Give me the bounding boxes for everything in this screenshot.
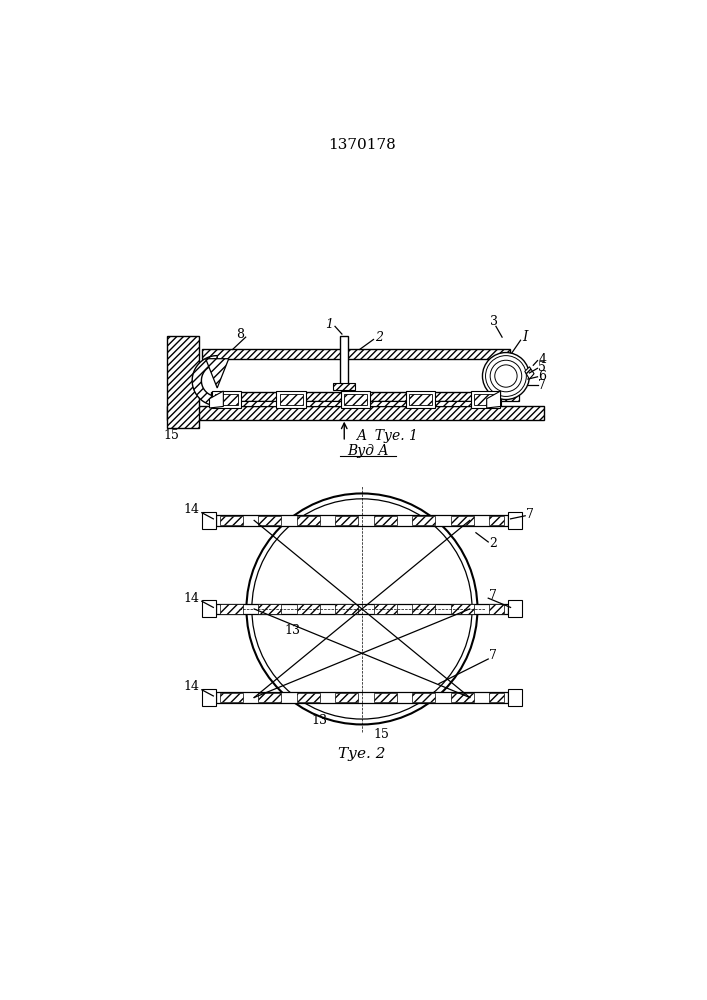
Bar [201, 349, 510, 359]
Text: 8: 8 [236, 328, 245, 341]
Text: 2: 2 [489, 537, 497, 550]
Bar [258, 516, 281, 525]
Text: 1: 1 [325, 318, 333, 331]
Bar [508, 689, 522, 706]
Bar [216, 692, 508, 703]
Bar [201, 600, 216, 617]
Text: A  Τуе. 1: A Τуе. 1 [356, 429, 418, 443]
Text: 7: 7 [489, 589, 497, 602]
Bar [335, 693, 358, 702]
Text: 2: 2 [375, 331, 383, 344]
Bar [412, 693, 435, 702]
Bar [489, 693, 504, 702]
Text: 15: 15 [373, 728, 389, 741]
Text: 14: 14 [183, 592, 199, 605]
Text: 7: 7 [526, 508, 534, 521]
Bar [471, 391, 500, 408]
Bar [508, 512, 522, 529]
Circle shape [482, 353, 530, 400]
Bar [211, 401, 501, 406]
Bar [450, 516, 474, 525]
Bar [412, 516, 435, 525]
Text: Τуе. 2: Τуе. 2 [338, 747, 386, 761]
Bar [219, 516, 243, 525]
Bar [296, 693, 320, 702]
Text: 7: 7 [538, 379, 546, 392]
Bar [216, 515, 508, 526]
Bar [508, 600, 522, 617]
Bar [219, 604, 243, 614]
Bar [258, 693, 281, 702]
Text: 15: 15 [163, 429, 179, 442]
Text: 6: 6 [538, 370, 546, 383]
Polygon shape [209, 391, 223, 408]
Bar [258, 604, 281, 614]
Text: 1370178: 1370178 [328, 138, 396, 152]
Text: 13: 13 [312, 714, 327, 727]
Bar [409, 394, 432, 405]
Bar [373, 516, 397, 525]
Text: 7: 7 [489, 649, 497, 662]
Text: 13: 13 [285, 624, 300, 637]
Polygon shape [525, 367, 534, 379]
Bar [219, 693, 243, 702]
Bar [201, 689, 216, 706]
Bar [201, 512, 216, 529]
Bar [412, 604, 435, 614]
Bar [335, 516, 358, 525]
Bar [501, 360, 519, 401]
Bar [341, 391, 370, 408]
Bar [167, 336, 199, 428]
Bar [489, 516, 504, 525]
Bar [296, 516, 320, 525]
Text: 14: 14 [183, 680, 199, 693]
Bar [296, 604, 320, 614]
Polygon shape [206, 359, 229, 388]
Bar [474, 394, 497, 405]
Text: I: I [522, 330, 528, 344]
Bar [215, 394, 238, 405]
Bar [211, 392, 501, 401]
Polygon shape [486, 391, 501, 408]
Bar [276, 391, 305, 408]
Polygon shape [192, 356, 217, 406]
Text: 3: 3 [491, 315, 498, 328]
Bar [340, 336, 348, 390]
Text: Вуд A: Вуд A [347, 444, 389, 458]
Bar [450, 693, 474, 702]
Bar [344, 394, 368, 405]
Text: 5: 5 [538, 361, 546, 374]
Text: 4: 4 [538, 353, 546, 366]
Bar [450, 604, 474, 614]
Bar [279, 394, 303, 405]
Bar [216, 604, 508, 614]
Bar [334, 383, 355, 390]
Bar [167, 406, 544, 420]
Bar [335, 604, 358, 614]
Text: 14: 14 [183, 503, 199, 516]
Bar [373, 604, 397, 614]
Bar [406, 391, 435, 408]
Bar [212, 391, 241, 408]
Bar [373, 693, 397, 702]
Bar [489, 604, 504, 614]
